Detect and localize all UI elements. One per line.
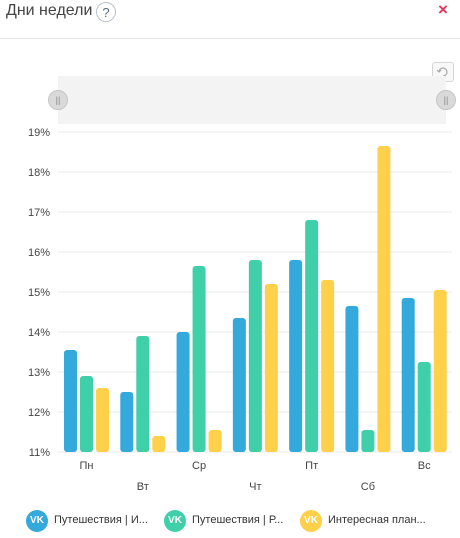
legend-label: Интересная план... — [328, 514, 426, 526]
zoom-range-track[interactable] — [58, 76, 446, 124]
x-tick-label: Вт — [137, 481, 149, 493]
bar[interactable] — [433, 290, 447, 452]
x-tick-label: Сб — [361, 481, 375, 493]
bar[interactable] — [305, 220, 319, 452]
x-tick-label: Пн — [80, 460, 94, 472]
bar[interactable] — [377, 146, 391, 452]
bar[interactable] — [232, 318, 246, 452]
bar[interactable] — [248, 260, 262, 452]
legend-label: Путешествия | И... — [54, 514, 148, 526]
bar[interactable] — [417, 362, 431, 452]
bar[interactable] — [321, 280, 335, 452]
widget-header: Дни недели ? × — [0, 0, 460, 39]
bar-chart: 11% 12% 13% 14% 15% 16% 17% 18% 19% Пн Вт Ср Чт Пт Сб… — [28, 127, 452, 493]
x-tick-label: Пт — [305, 460, 318, 472]
vk-icon: VK — [164, 510, 186, 532]
bar[interactable] — [96, 388, 109, 452]
vk-icon: VK — [26, 510, 48, 532]
bar[interactable] — [152, 436, 166, 452]
y-tick-label: 13% — [28, 367, 50, 379]
vk-icon: VK — [300, 510, 322, 532]
y-tick-label: 19% — [28, 127, 50, 139]
bar[interactable] — [345, 306, 359, 452]
y-tick-label: 18% — [28, 167, 50, 179]
bars — [64, 146, 447, 452]
y-tick-label: 12% — [28, 407, 50, 419]
chart-legend: VK Путешествия | И... VK Путешествия | Р… — [26, 510, 456, 536]
zoom-handle-left[interactable]: || — [48, 90, 68, 110]
y-tick-label: 11% — [29, 447, 50, 459]
zoom-handle-right[interactable]: || — [436, 90, 456, 110]
bar[interactable] — [136, 336, 150, 452]
bar[interactable] — [289, 260, 303, 452]
x-tick-label: Ср — [192, 460, 206, 472]
help-icon[interactable]: ? — [96, 2, 116, 22]
bar[interactable] — [401, 298, 415, 452]
x-axis-ticks: Пн Вт Ср Чт Пт Сб Вс — [80, 460, 432, 493]
reset-zoom-icon — [436, 67, 448, 77]
bar[interactable] — [80, 376, 93, 452]
bar[interactable] — [192, 266, 206, 452]
y-axis-ticks: 11% 12% 13% 14% 15% 16% 17% 18% 19% — [28, 127, 50, 459]
bar[interactable] — [361, 430, 375, 452]
legend-label: Путешествия | Р... — [192, 514, 284, 526]
y-tick-label: 17% — [28, 207, 50, 219]
close-icon[interactable]: × — [438, 0, 448, 19]
bar[interactable] — [64, 350, 77, 452]
bar[interactable] — [120, 392, 134, 452]
x-tick-label: Вс — [418, 460, 431, 472]
widget-title: Дни недели — [6, 2, 93, 19]
bar[interactable] — [176, 332, 190, 452]
y-tick-label: 16% — [28, 247, 50, 259]
y-tick-label: 15% — [28, 287, 50, 299]
bar[interactable] — [264, 284, 278, 452]
bar[interactable] — [208, 430, 222, 452]
x-tick-label: Чт — [249, 481, 261, 493]
y-tick-label: 14% — [28, 327, 50, 339]
